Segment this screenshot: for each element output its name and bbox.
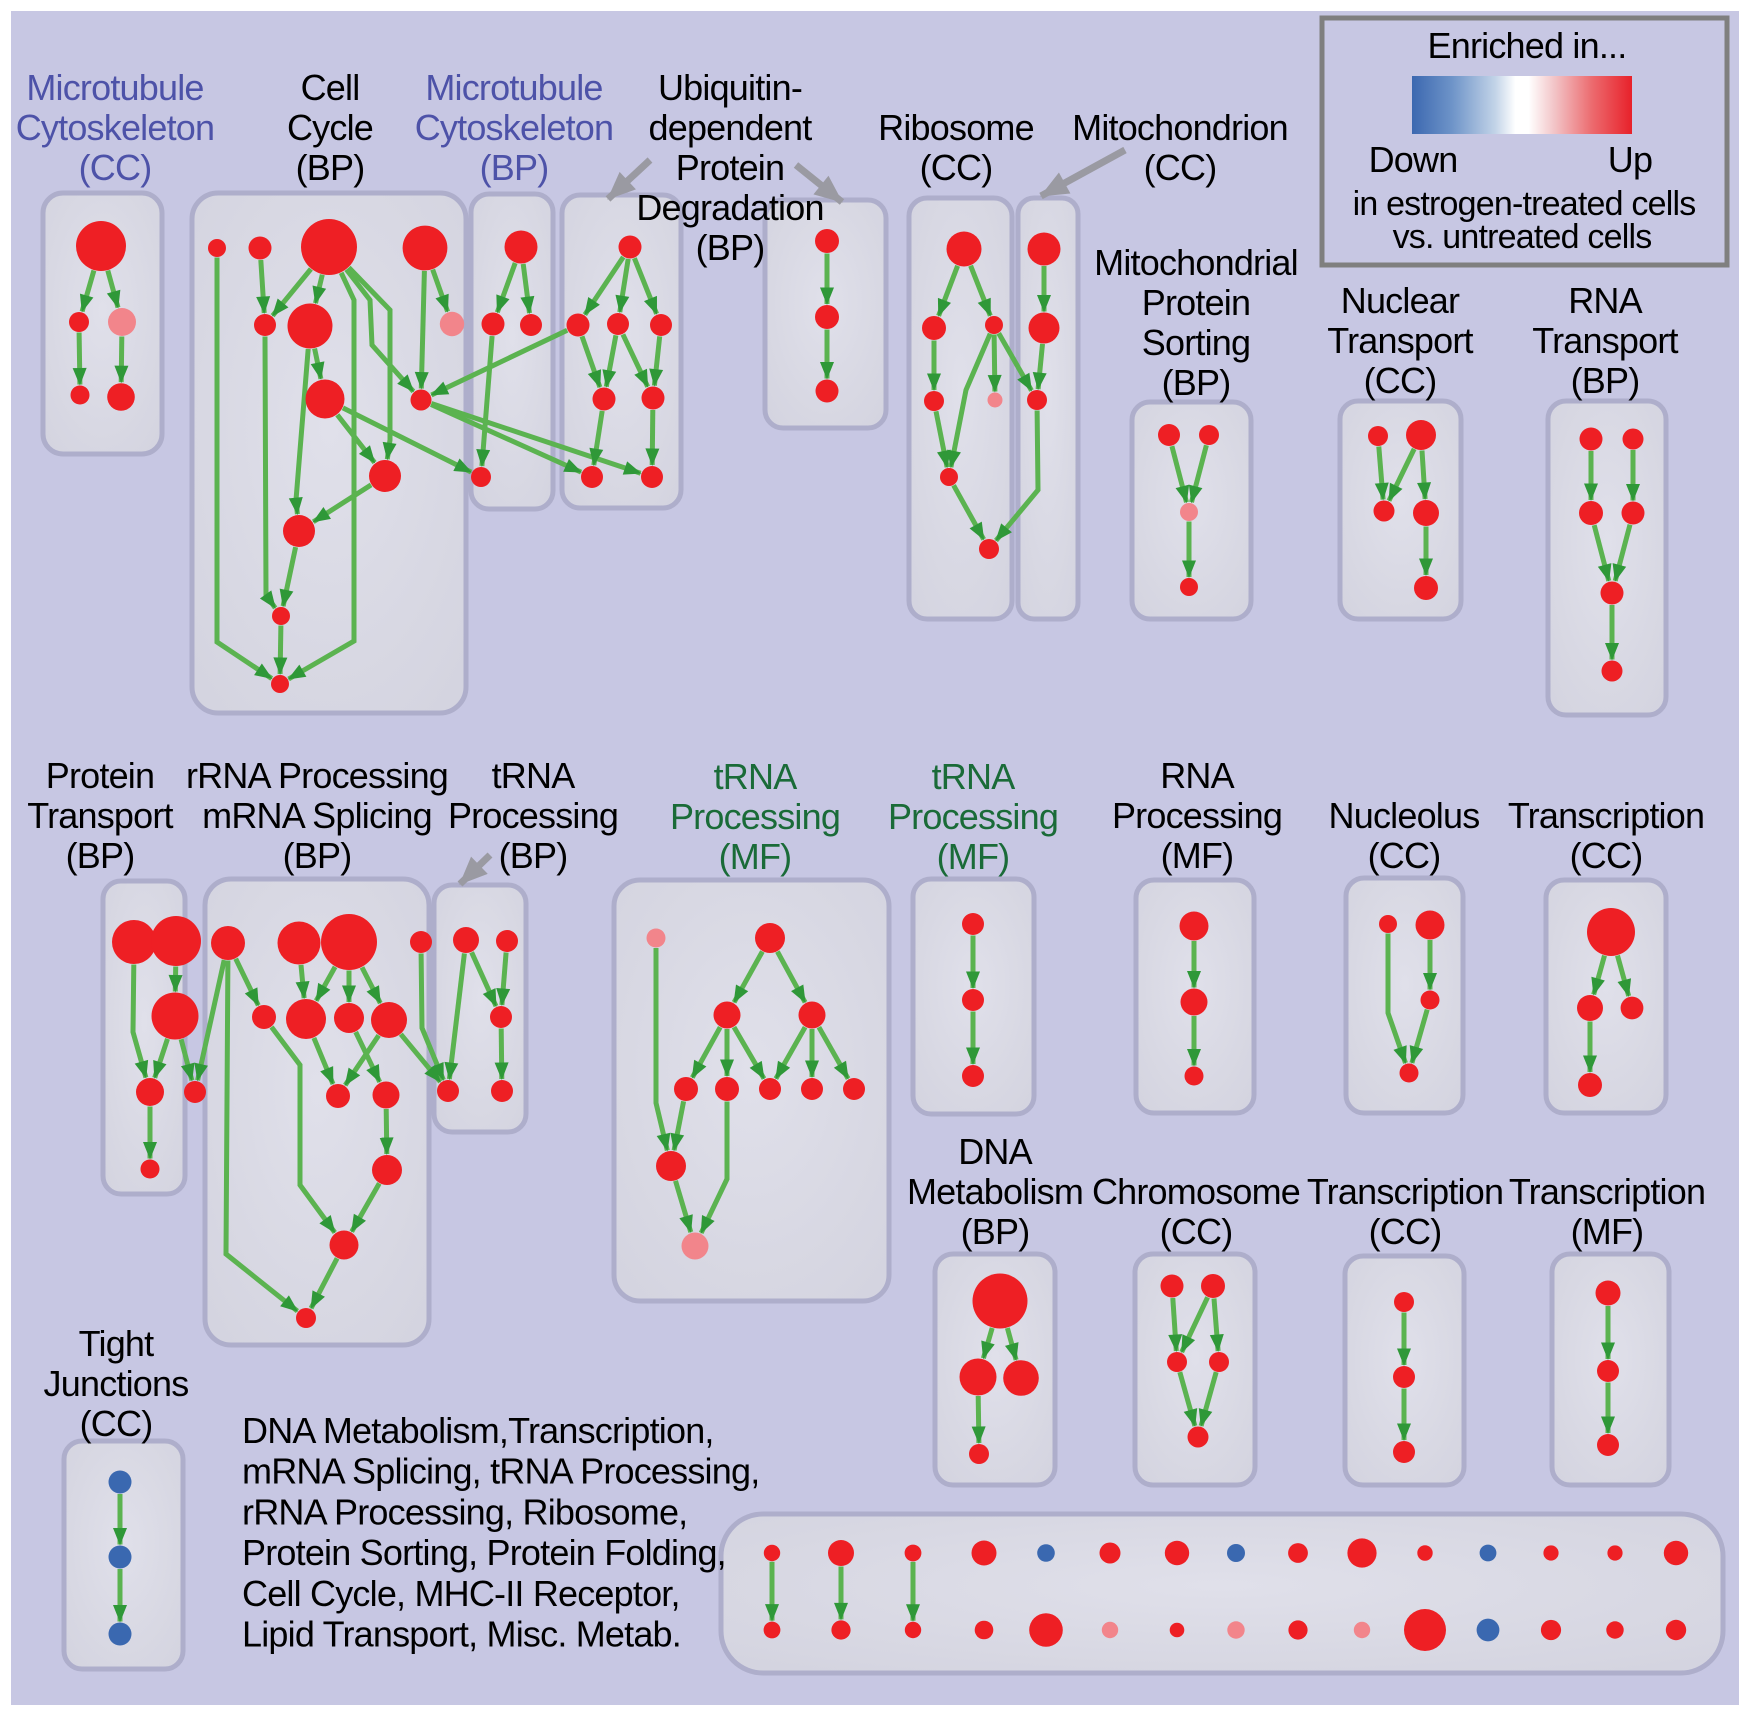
svg-text:Cell Cycle, MHC-II Receptor,: Cell Cycle, MHC-II Receptor,: [242, 1573, 680, 1614]
svg-text:(CC): (CC): [79, 147, 152, 188]
svg-text:Up: Up: [1608, 139, 1652, 180]
svg-text:Microtubule: Microtubule: [26, 67, 203, 108]
svg-text:(BP): (BP): [961, 1211, 1030, 1252]
svg-text:Junctions: Junctions: [44, 1363, 189, 1404]
svg-text:(CC): (CC): [920, 147, 993, 188]
svg-text:Transcription: Transcription: [1509, 1171, 1705, 1212]
svg-text:Degradation: Degradation: [636, 187, 823, 228]
svg-text:(CC): (CC): [1160, 1211, 1233, 1252]
svg-text:(BP): (BP): [1571, 360, 1640, 401]
svg-text:(MF): (MF): [937, 836, 1010, 877]
svg-text:Protein Sorting, Protein Foldi: Protein Sorting, Protein Folding,: [242, 1532, 726, 1573]
svg-text:(MF): (MF): [719, 836, 792, 877]
svg-text:(CC): (CC): [1364, 360, 1437, 401]
svg-text:Protein: Protein: [676, 147, 784, 188]
svg-text:(BP): (BP): [66, 835, 135, 876]
svg-text:Nucleolus: Nucleolus: [1329, 795, 1480, 836]
svg-text:Nuclear: Nuclear: [1341, 280, 1460, 321]
svg-text:tRNA: tRNA: [714, 756, 798, 797]
svg-text:Ubiquitin-: Ubiquitin-: [658, 67, 802, 108]
svg-text:(BP): (BP): [696, 227, 765, 268]
svg-text:Microtubule: Microtubule: [425, 67, 602, 108]
svg-text:Transcription: Transcription: [1508, 795, 1704, 836]
svg-text:RNA: RNA: [1568, 280, 1642, 321]
svg-text:Mitochondrial: Mitochondrial: [1094, 242, 1298, 283]
svg-text:(CC): (CC): [1368, 835, 1441, 876]
svg-text:Protein: Protein: [46, 755, 154, 796]
svg-text:(MF): (MF): [1571, 1211, 1644, 1252]
svg-text:Processing: Processing: [448, 795, 618, 836]
svg-text:DNA Metabolism,Transcription,: DNA Metabolism,Transcription,: [242, 1410, 714, 1451]
svg-text:Transport: Transport: [1327, 320, 1473, 361]
svg-text:(BP): (BP): [283, 835, 352, 876]
svg-text:rRNA Processing: rRNA Processing: [186, 755, 448, 796]
svg-text:dependent: dependent: [649, 107, 813, 148]
svg-text:(CC): (CC): [1570, 835, 1643, 876]
svg-text:Chromosome: Chromosome: [1092, 1171, 1300, 1212]
svg-text:(BP): (BP): [296, 147, 365, 188]
svg-text:(CC): (CC): [80, 1403, 153, 1444]
svg-text:(BP): (BP): [480, 147, 549, 188]
svg-text:(CC): (CC): [1369, 1211, 1442, 1252]
svg-text:Cycle: Cycle: [287, 107, 373, 148]
svg-text:Ribosome: Ribosome: [878, 107, 1034, 148]
svg-text:mRNA Splicing: mRNA Splicing: [202, 795, 432, 836]
svg-text:Cytoskeleton: Cytoskeleton: [16, 107, 215, 148]
svg-text:rRNA Processing, Ribosome,: rRNA Processing, Ribosome,: [242, 1491, 687, 1532]
svg-text:(MF): (MF): [1161, 835, 1234, 876]
svg-text:in estrogen-treated cells: in estrogen-treated cells: [1353, 185, 1696, 223]
svg-text:Transport: Transport: [1532, 320, 1678, 361]
svg-text:Metabolism: Metabolism: [907, 1171, 1083, 1212]
svg-text:Enriched in...: Enriched in...: [1428, 25, 1627, 66]
svg-text:Sorting: Sorting: [1142, 322, 1250, 363]
svg-text:Processing: Processing: [888, 796, 1058, 837]
svg-text:(BP): (BP): [1162, 362, 1231, 403]
svg-text:Protein: Protein: [1142, 282, 1250, 323]
svg-text:vs. untreated cells: vs. untreated cells: [1393, 218, 1652, 256]
svg-text:Processing: Processing: [1112, 795, 1282, 836]
svg-text:mRNA Splicing, tRNA Processing: mRNA Splicing, tRNA Processing,: [242, 1451, 759, 1492]
svg-text:DNA: DNA: [958, 1131, 1032, 1172]
svg-text:Transport: Transport: [27, 795, 173, 836]
svg-text:RNA: RNA: [1160, 755, 1234, 796]
svg-text:Lipid Transport, Misc. Metab.: Lipid Transport, Misc. Metab.: [242, 1614, 681, 1655]
svg-text:tRNA: tRNA: [492, 755, 576, 796]
svg-text:(CC): (CC): [1144, 147, 1217, 188]
svg-text:(BP): (BP): [499, 835, 568, 876]
svg-text:Processing: Processing: [670, 796, 840, 837]
svg-text:Cytoskeleton: Cytoskeleton: [415, 107, 614, 148]
svg-text:Transcription: Transcription: [1307, 1171, 1503, 1212]
svg-text:tRNA: tRNA: [932, 756, 1016, 797]
svg-text:Mitochondrion: Mitochondrion: [1072, 107, 1288, 148]
svg-text:Tight: Tight: [79, 1323, 154, 1364]
svg-text:Down: Down: [1369, 139, 1458, 180]
svg-text:Cell: Cell: [301, 67, 360, 108]
